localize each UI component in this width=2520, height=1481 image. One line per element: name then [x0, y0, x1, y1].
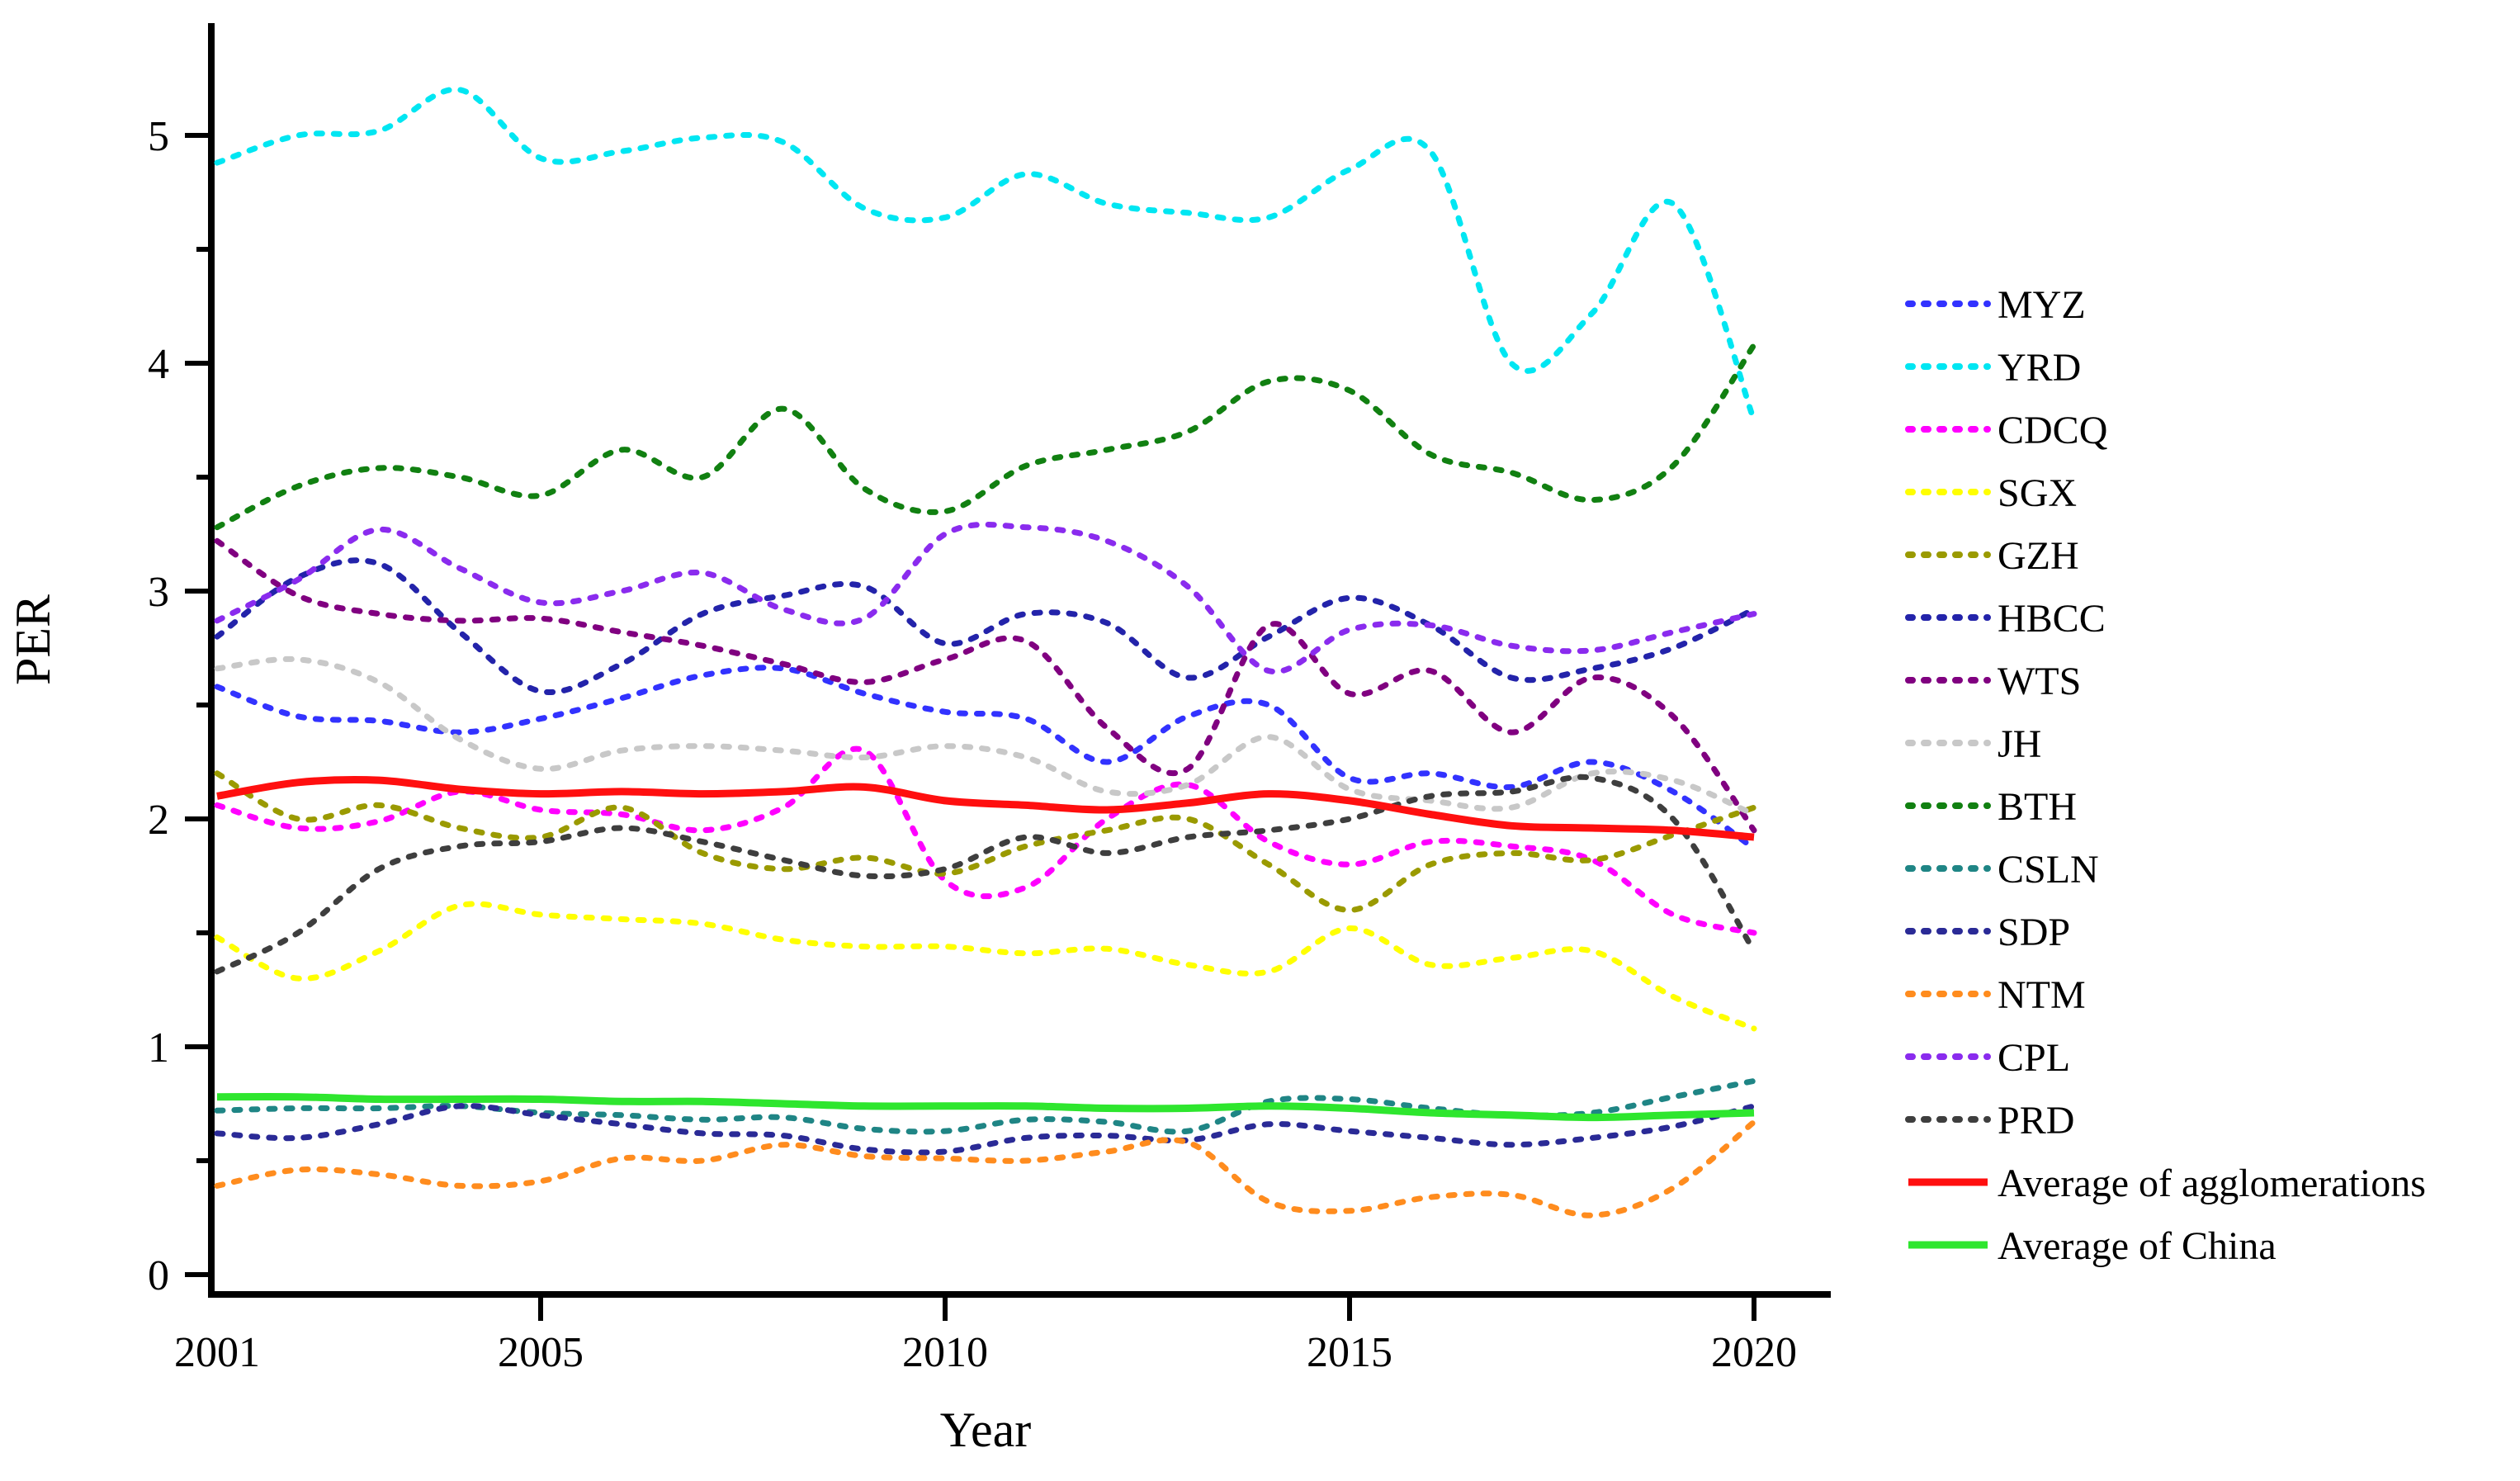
y-tick-label: 3 — [148, 569, 169, 616]
legend-label-gzh: GZH — [1998, 534, 2079, 578]
series-line-average-of-agglomerations — [216, 775, 1755, 841]
series-line-wts — [214, 537, 1757, 834]
series-line-sgx — [214, 901, 1757, 1032]
series-line-gzh — [214, 770, 1757, 913]
series-line-average-of-china — [216, 1093, 1755, 1122]
legend-label-yrd: YRD — [1998, 346, 2081, 390]
series-line-jh — [214, 655, 1757, 817]
legend-label-cdcq: CDCQ — [1998, 409, 2107, 452]
legend-label-cpl: CPL — [1998, 1036, 2070, 1080]
legend-label-average-of-agglomerations: Average of agglomerations — [1998, 1162, 2426, 1205]
legend-label-ntm: NTM — [1998, 973, 2086, 1017]
x-tick-label: 2010 — [902, 1329, 988, 1376]
series-line-yrd — [214, 86, 1757, 423]
y-tick-label: 4 — [148, 341, 169, 388]
legend-label-bth: BTH — [1998, 785, 2077, 829]
legend: MYZ YRD CDCQ SGX GZH HBCC WTS JH BTH CSLN SDP NTM CP… — [1905, 283, 2426, 1268]
legend-label-average-of-china: Average of China — [1998, 1224, 2277, 1268]
x-tick-label: 2005 — [498, 1329, 584, 1376]
x-tick-label: 2001 — [174, 1329, 260, 1376]
legend-label-hbcc: HBCC — [1998, 597, 2106, 641]
series-line-cpl — [214, 521, 1757, 675]
tick-labels: 0 1 2 3 4 5 2001 2005 2010 2015 2020 — [148, 113, 1797, 1376]
axes — [185, 23, 1831, 1321]
x-tick-label: 2015 — [1307, 1329, 1392, 1376]
y-axis-title: PER — [6, 594, 60, 685]
series-line-bth — [214, 342, 1757, 531]
series-line-cdcq — [214, 745, 1757, 936]
series-line-ntm — [214, 1119, 1757, 1218]
series-line-myz — [214, 665, 1757, 852]
series-line-sdp — [214, 1103, 1757, 1156]
legend-label-prd: PRD — [1998, 1099, 2074, 1143]
legend-label-sgx: SGX — [1998, 471, 2077, 515]
x-axis-title: Year — [940, 1403, 1032, 1457]
data-series — [214, 86, 1757, 1218]
series-line-hbcc — [214, 557, 1757, 695]
legend-label-wts: WTS — [1998, 660, 2081, 703]
y-tick-label: 5 — [148, 113, 169, 160]
legend-label-csln: CSLN — [1998, 848, 2099, 892]
y-tick-label: 1 — [148, 1024, 169, 1072]
legend-label-sdp: SDP — [1998, 911, 2070, 954]
series-line-prd — [214, 774, 1757, 975]
y-tick-label: 2 — [148, 797, 169, 844]
legend-label-myz: MYZ — [1998, 283, 2086, 327]
x-tick-label: 2020 — [1711, 1329, 1797, 1376]
y-tick-label: 0 — [148, 1252, 169, 1299]
legend-label-jh: JH — [1998, 722, 2041, 766]
